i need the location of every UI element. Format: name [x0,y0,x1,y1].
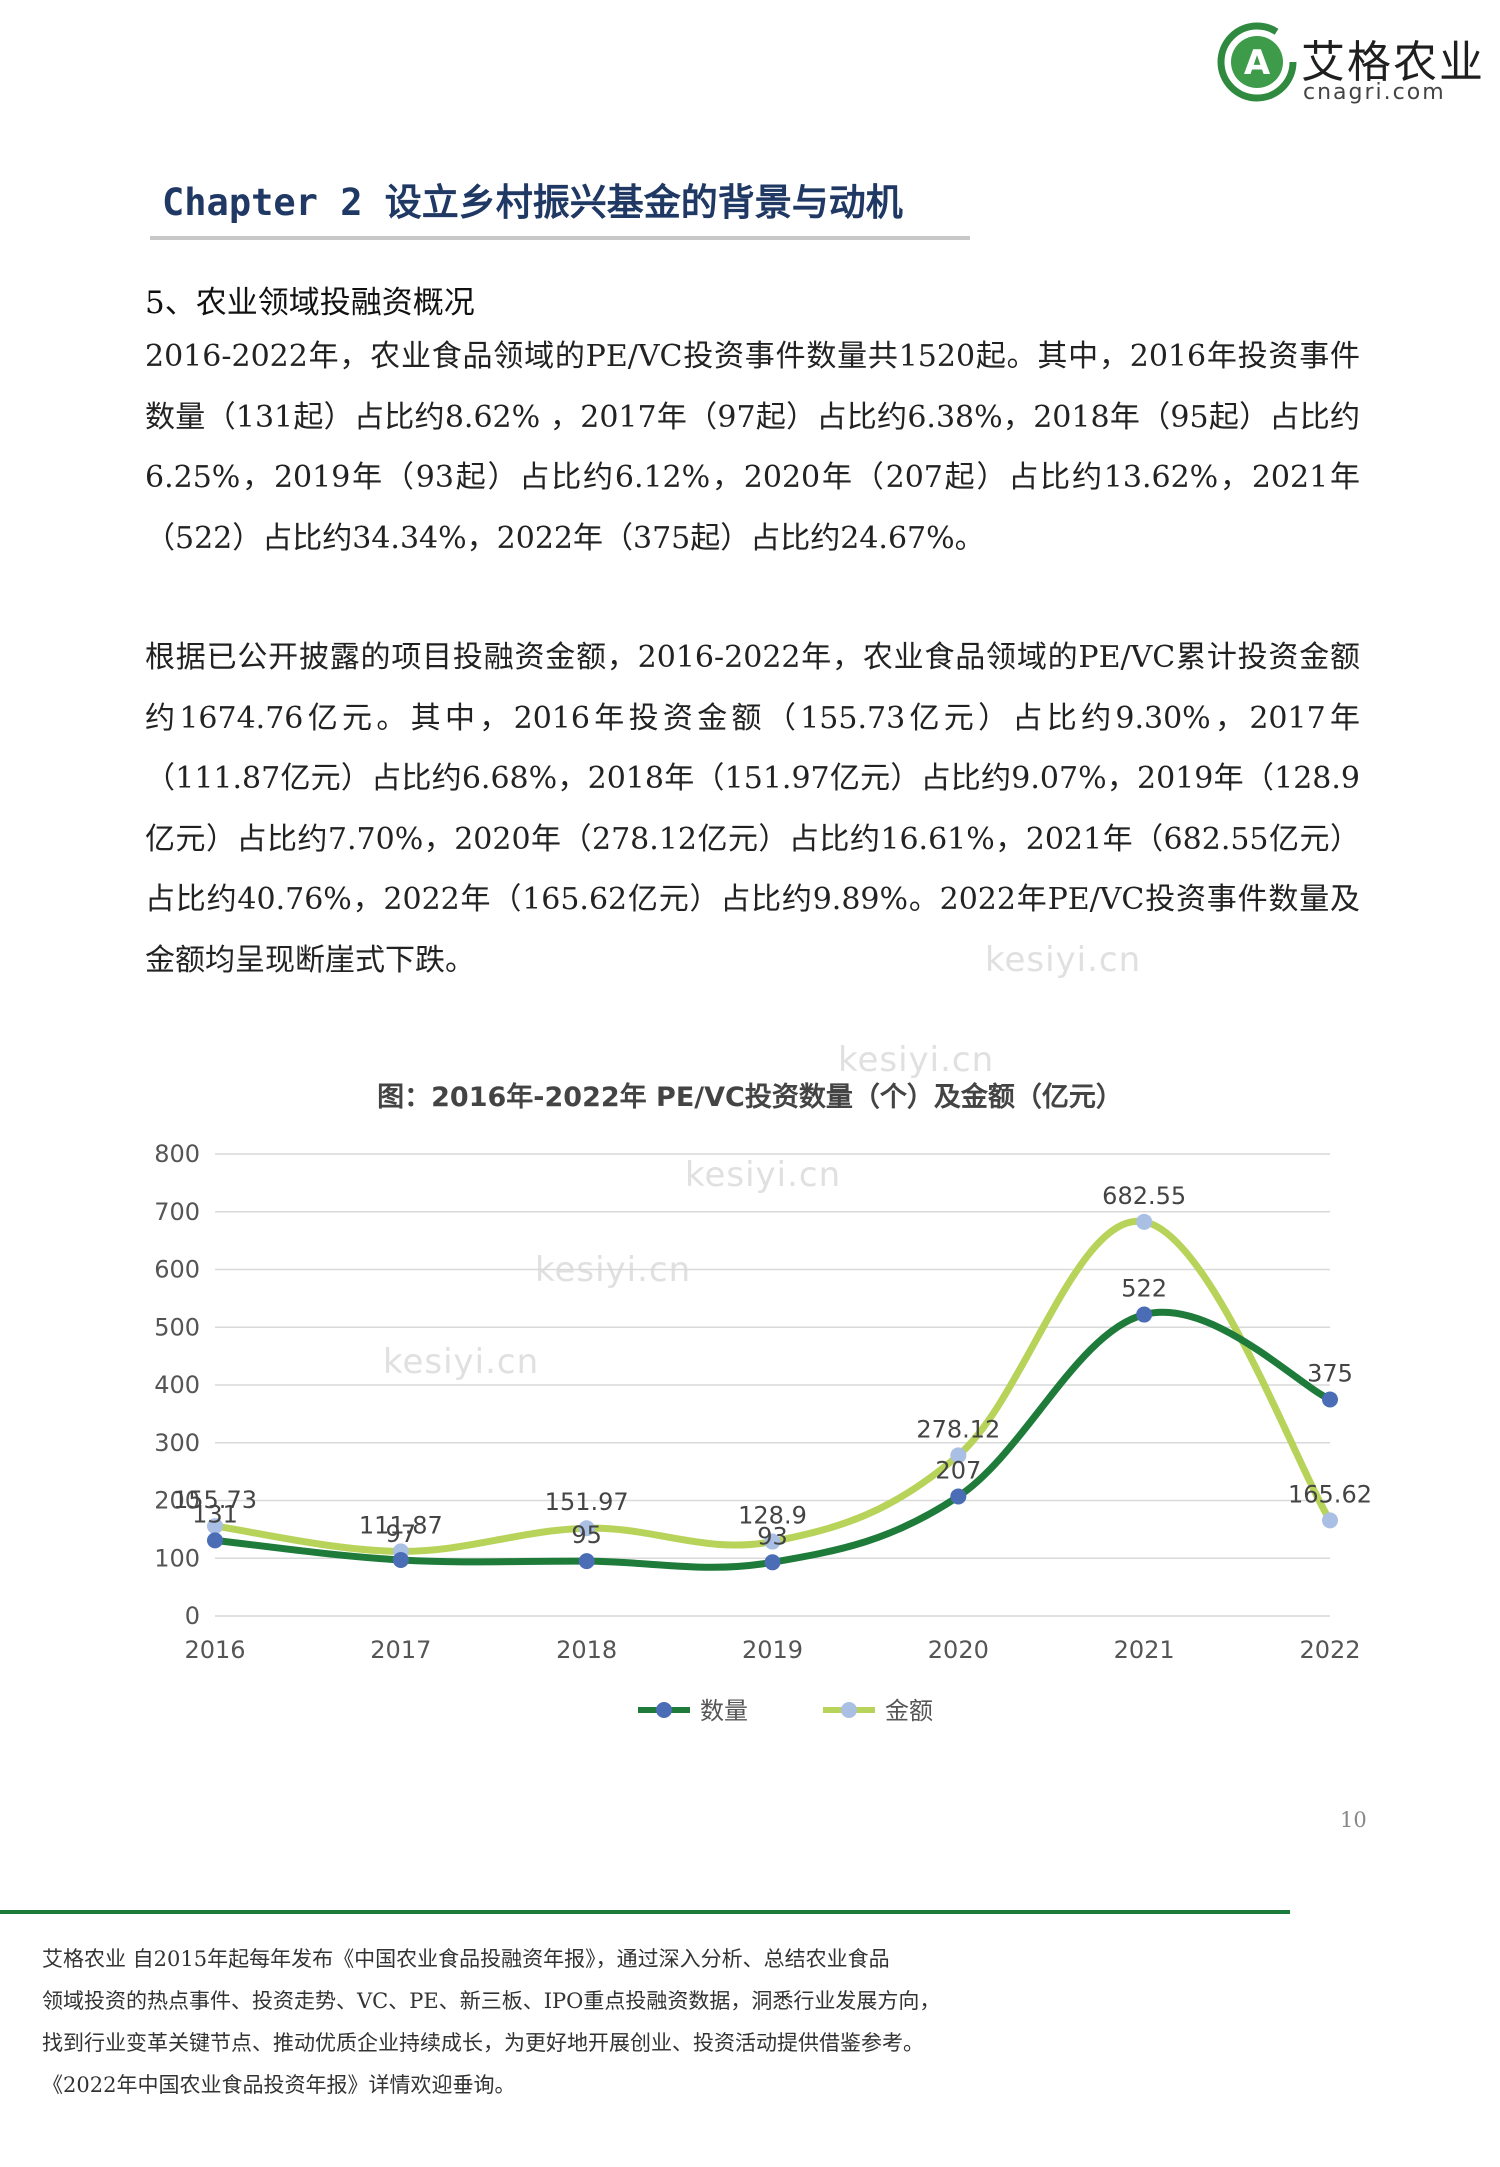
logo-domain: cnagri.com [1303,80,1446,105]
data-label: 375 [1307,1359,1353,1387]
data-point [1136,1213,1153,1230]
data-label: 151.97 [545,1488,629,1516]
data-point [764,1554,781,1571]
data-label: 128.9 [738,1502,807,1530]
footer-line: 领域投资的热点事件、投资走势、VC、PE、新三板、IPO重点投融资数据，洞悉行业… [42,1989,941,2013]
data-point [578,1520,595,1537]
x-tick-label: 2020 [928,1636,989,1664]
data-point [207,1518,223,1535]
data-label: 278.12 [916,1415,1000,1443]
logo-name-cn: 艾格农业 [1301,37,1485,88]
data-point [1322,1391,1338,1408]
chart-title: 图：2016年-2022年 PE/VC投资数量（个）及金额（亿元） [377,1081,1123,1113]
data-label: 93 [757,1522,788,1550]
logo-mark-letter: A [1244,43,1271,83]
y-tick-label: 800 [154,1140,200,1168]
x-tick-label: 2018 [556,1636,617,1664]
data-point [1136,1306,1153,1323]
footer-divider [0,1910,1290,1914]
y-tick-label: 400 [154,1371,200,1399]
chapter-divider [150,236,970,240]
x-tick-label: 2021 [1114,1636,1175,1664]
watermark: kesiyi.cn [685,1155,842,1195]
data-label: 155.73 [173,1486,257,1514]
data-point [950,1488,967,1505]
watermark: kesiyi.cn [838,1040,995,1080]
y-tick-label: 0 [185,1602,200,1630]
footer-line: 找到行业变革关键节点、推动优质企业持续成长，为更好地开展创业、投资活动提供借鉴参… [42,2031,924,2055]
x-tick-label: 2022 [1299,1636,1360,1664]
footer-line: 《2022年中国农业食品投资年报》详情欢迎垂询。 [42,2073,516,2097]
x-tick-label: 2019 [742,1636,803,1664]
footer-line: 艾格农业 自2015年起每年发布《中国农业食品投融资年报》，通过深入分析、总结农… [42,1947,890,1971]
y-tick-label: 100 [154,1544,200,1572]
data-label: 111.87 [359,1511,443,1539]
data-label: 522 [1121,1275,1167,1303]
y-tick-label: 200 [154,1487,200,1515]
page-number: 10 [1340,1808,1367,1832]
chapter-title: Chapter 2 设立乡村振兴基金的背景与动机 [162,181,903,224]
logo-mark-icon: A [1217,22,1297,102]
x-tick-label: 2017 [370,1636,431,1664]
legend-item: 金额 [823,1697,933,1725]
legend-marker [841,1702,857,1718]
y-tick-label: 500 [154,1313,200,1341]
line-chart: 图：2016年-2022年 PE/VC投资数量（个）及金额（亿元） 0 100 20… [154,1081,1372,1725]
y-tick-label: 600 [154,1256,200,1284]
legend-marker [656,1702,672,1718]
data-label: 165.62 [1288,1480,1372,1508]
watermark: kesiyi.cn [985,940,1142,980]
paragraph-event-counts: 2016-2022年，农业食品领域的PE/VC投资事件数量共1520起。其中，2… [145,339,1360,556]
data-label: 95 [571,1521,602,1549]
section-title: 5、农业领域投融资概况 [145,285,475,321]
company-logo: A 艾格农业 cnagri.com [1215,18,1485,108]
paragraph-investment-amounts: 根据已公开披露的项目投融资金额，2016-2022年，农业食品领域的PE/VC累… [145,640,1360,978]
data-point [764,1533,781,1550]
data-point [392,1551,409,1568]
series-line-amount [211,1218,1334,1555]
legend-label: 数量 [700,1697,748,1725]
y-tick-label: 700 [154,1198,200,1226]
y-tick-label: 300 [154,1429,200,1457]
x-tick-label: 2016 [184,1636,245,1664]
legend-label: 金额 [885,1697,933,1725]
data-label: 131 [192,1500,238,1528]
data-label: 97 [386,1520,417,1548]
footer-note: 艾格农业 自2015年起每年发布《中国农业食品投融资年报》，通过深入分析、总结农… [42,1938,1342,2106]
watermark: kesiyi.cn [383,1342,540,1382]
legend-item: 数量 [638,1697,748,1725]
data-label: 682.55 [1102,1182,1186,1210]
data-point [950,1447,967,1464]
data-point [207,1532,223,1549]
data-point [578,1553,595,1570]
data-point [1322,1512,1338,1529]
data-label: 207 [935,1456,981,1484]
